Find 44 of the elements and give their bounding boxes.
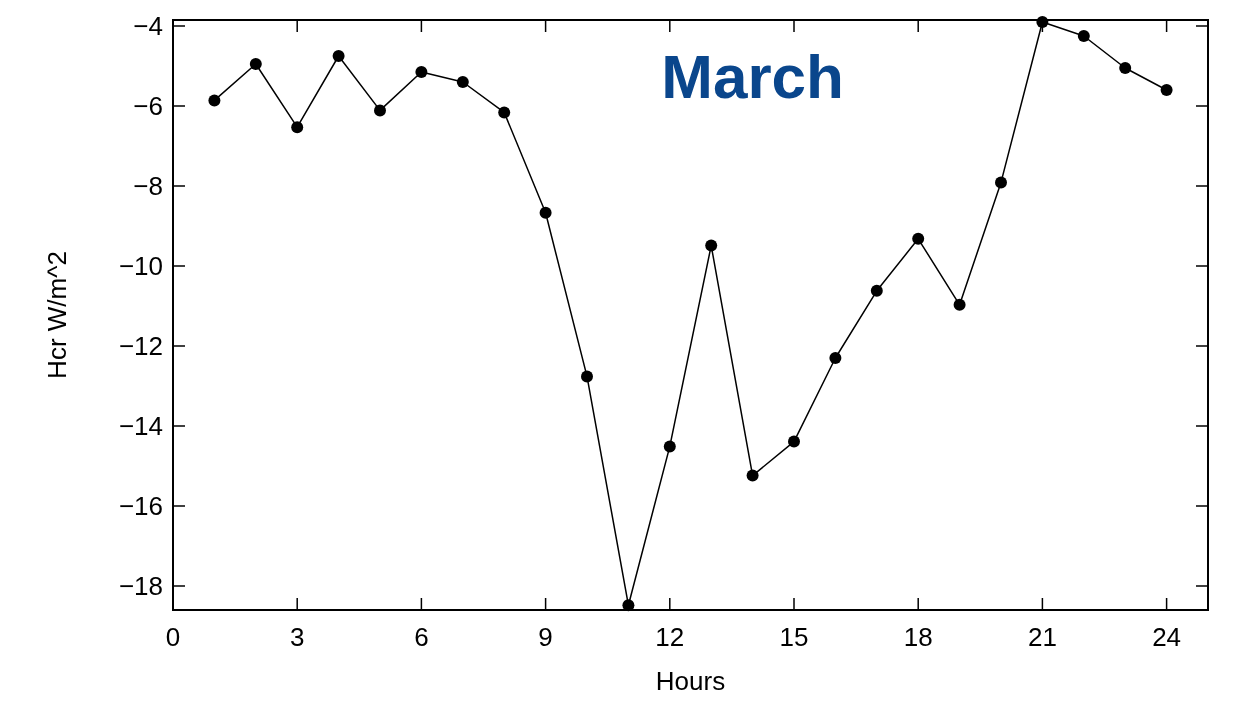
y-tick-label: −8 xyxy=(133,171,163,201)
x-tick-label: 15 xyxy=(779,622,809,652)
y-tick-label: −12 xyxy=(118,331,163,361)
x-tick-label: 0 xyxy=(165,622,181,652)
point xyxy=(995,176,1007,189)
y-tick-label: −10 xyxy=(118,251,163,281)
y-axis-title: Hcr W/m^2 xyxy=(42,251,72,379)
x-tick-label: 18 xyxy=(903,622,933,652)
y-tick-label: −4 xyxy=(133,11,163,41)
point xyxy=(208,94,221,107)
point xyxy=(332,50,345,62)
point xyxy=(1160,84,1173,96)
x-tick-label: 6 xyxy=(414,622,429,652)
point xyxy=(415,66,428,78)
point xyxy=(829,352,842,364)
point xyxy=(456,76,469,88)
point xyxy=(788,435,800,448)
point xyxy=(1077,30,1090,42)
point xyxy=(705,239,718,252)
y-tick-label: −14 xyxy=(118,411,163,441)
point xyxy=(374,104,386,117)
point xyxy=(291,121,304,134)
point xyxy=(539,206,552,219)
point xyxy=(953,298,966,311)
x-axis-title: Hours xyxy=(655,666,726,696)
point xyxy=(870,284,883,297)
point xyxy=(581,370,593,383)
x-tick-label: 3 xyxy=(289,622,305,652)
x-tick-label: 9 xyxy=(538,622,553,652)
point xyxy=(1036,16,1049,28)
point xyxy=(622,599,635,612)
point xyxy=(912,232,925,245)
x-tick-label: 12 xyxy=(655,622,685,652)
y-tick-label: −18 xyxy=(118,571,163,601)
point xyxy=(1119,62,1132,74)
x-tick-label: 21 xyxy=(1027,622,1057,652)
point xyxy=(746,469,759,482)
y-tick-label: −6 xyxy=(133,91,163,121)
chart-title: March xyxy=(661,42,844,111)
point xyxy=(498,106,511,119)
point xyxy=(663,440,676,453)
point xyxy=(249,58,262,70)
y-tick-label: −16 xyxy=(118,491,163,521)
x-tick-label: 24 xyxy=(1152,622,1182,652)
